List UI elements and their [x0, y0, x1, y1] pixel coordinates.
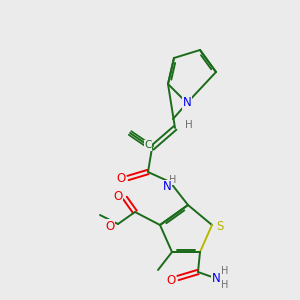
- Text: O: O: [116, 172, 126, 184]
- Text: N: N: [163, 181, 171, 194]
- Text: N: N: [183, 97, 191, 110]
- Text: O: O: [113, 190, 123, 202]
- Text: O: O: [105, 220, 115, 232]
- Text: S: S: [216, 220, 224, 233]
- Text: N: N: [212, 272, 220, 284]
- Text: H: H: [221, 266, 229, 276]
- Text: O: O: [167, 274, 176, 286]
- Text: H: H: [169, 175, 177, 185]
- Text: C: C: [144, 140, 152, 151]
- Text: H: H: [185, 120, 193, 130]
- Text: H: H: [221, 280, 229, 290]
